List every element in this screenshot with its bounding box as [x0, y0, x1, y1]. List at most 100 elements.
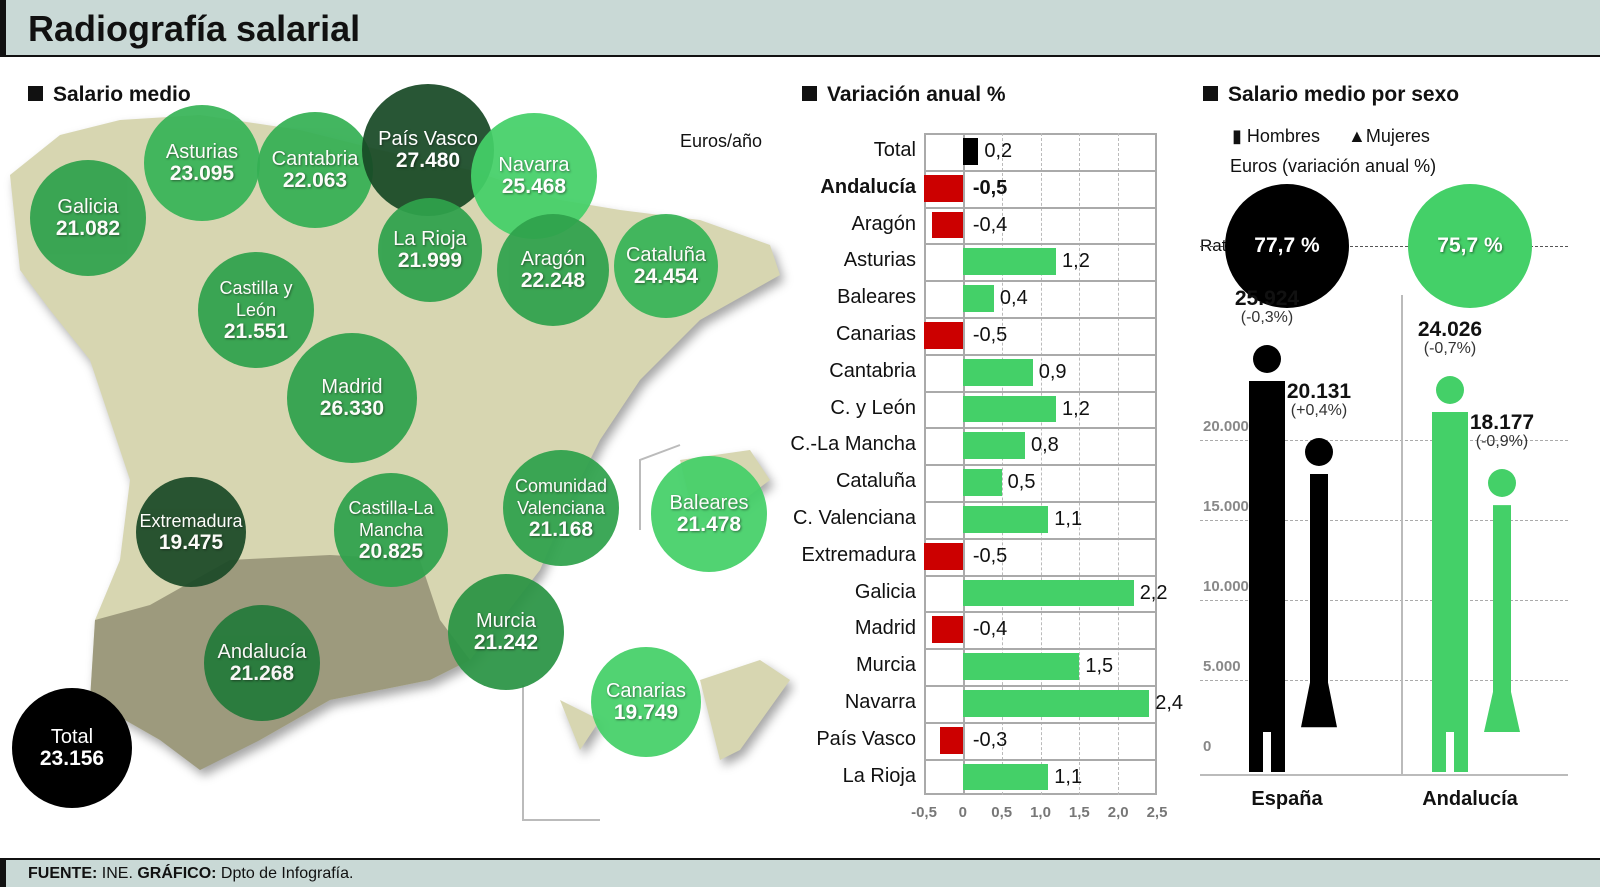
gridline — [1200, 680, 1568, 681]
bar-value-label: 0,5 — [1007, 471, 1036, 494]
figure-legs-gap — [1498, 731, 1506, 772]
canarias-shape — [560, 660, 790, 760]
region-salary: 23.156 — [39, 747, 105, 770]
region-name: Cantabria — [271, 148, 359, 170]
region-bubble: Total 23.156 — [12, 688, 132, 808]
region-salary: 20.825 — [358, 540, 424, 563]
category-label: Aragón — [851, 212, 917, 235]
header: Radiografía salarial — [0, 0, 1600, 57]
x-tick-label: -0,5 — [911, 804, 937, 821]
salary-change: (-0,9%) — [1475, 433, 1529, 451]
bar — [939, 726, 963, 754]
row-divider — [924, 353, 1157, 356]
category-label: C. y León — [830, 396, 916, 419]
row-divider — [924, 721, 1157, 724]
bar-value-label: 2,4 — [1155, 692, 1184, 714]
region-bubble: Aragón 22.248 — [497, 214, 609, 326]
row-divider — [924, 611, 1157, 614]
region-salary: 21.242 — [473, 631, 539, 654]
bar — [962, 763, 1049, 791]
bar — [931, 616, 963, 644]
salary-value: 20.131 — [1286, 379, 1352, 403]
region-salary: 21.168 — [528, 518, 594, 541]
region-name: Murcia — [475, 610, 536, 632]
region-name: La Rioja — [393, 228, 467, 250]
legend-hombres: ▮ Hombres — [1232, 126, 1320, 146]
category-label: Murcia — [855, 654, 916, 677]
category-label: Extremadura — [801, 543, 917, 566]
bar — [924, 322, 963, 349]
region-name: País Vasco — [378, 128, 478, 150]
region-salary: 27.480 — [395, 149, 461, 172]
man-icon: ▮ — [1232, 126, 1242, 146]
gridline — [1200, 600, 1568, 601]
category-label: C.-La Mancha — [790, 433, 916, 456]
bar-value-label: 1,1 — [1054, 508, 1083, 530]
bar — [962, 138, 979, 165]
x-tick-label: 1,0 — [1030, 804, 1051, 821]
page-title: Radiografía salarial — [28, 8, 361, 49]
row-divider — [924, 280, 1157, 283]
ratio-circle: 77,7 % — [1225, 184, 1349, 308]
region-bubble: Cantabria 22.063 — [257, 112, 373, 228]
region-name: Madrid — [321, 376, 383, 398]
bar — [931, 211, 963, 239]
bar-value-label: -0,4 — [972, 213, 1008, 236]
bar — [924, 174, 963, 202]
row-divider — [924, 758, 1157, 761]
gridline — [1200, 440, 1568, 441]
region-bubble: País Vasco 27.480 — [362, 84, 494, 216]
category-label: Baleares — [837, 286, 916, 309]
figure-head — [1488, 469, 1516, 498]
region-salary: 24.454 — [633, 265, 699, 288]
bar — [962, 506, 1049, 533]
bar — [962, 248, 1057, 276]
region-salary: 21.478 — [676, 513, 742, 536]
sex-section-title: Salario medio por sexo — [1203, 83, 1459, 107]
ratio-value: 77,7 % — [1254, 234, 1320, 257]
row-divider — [924, 169, 1157, 172]
figure-head — [1436, 375, 1464, 404]
bar-value-label: 1,2 — [1062, 250, 1090, 273]
region-name: Andalucía — [217, 641, 307, 663]
region-salary: 23.095 — [169, 162, 235, 185]
category-label: Navarra — [844, 691, 916, 713]
x-tick-label: 1,5 — [1068, 804, 1090, 821]
region-salary: 25.468 — [501, 175, 567, 198]
region-salary: 22.248 — [520, 269, 586, 292]
category-label: Canarias — [835, 323, 916, 345]
region-bubble: Madrid 26.330 — [287, 333, 417, 463]
region-salary: 21.551 — [223, 320, 289, 343]
category-label: España — [1251, 788, 1323, 810]
bar — [962, 358, 1033, 386]
ratio-value: 75,7 % — [1437, 234, 1503, 257]
figure-head — [1305, 437, 1333, 466]
region-name: Comunidad Valenciana — [514, 476, 608, 518]
salary-change: (+0,4%) — [1290, 401, 1348, 419]
y-tick-label: 15.000 — [1203, 498, 1249, 515]
bar-value-label: 0,4 — [999, 287, 1028, 310]
category-label: Galicia — [854, 580, 916, 603]
bar — [962, 469, 1002, 496]
bar — [962, 690, 1150, 717]
y-tick-label: 5.000 — [1203, 658, 1241, 675]
figure-legs-gap — [1446, 731, 1454, 772]
category-label: C. Valenciana — [792, 507, 916, 529]
bar-value-label: -0,3 — [972, 728, 1008, 751]
region-name: Castilla y León — [219, 278, 293, 320]
footer: FUENTE: INE. GRÁFICO: Dpto de Infografía… — [0, 858, 1600, 887]
salary-value: 18.177 — [1469, 411, 1535, 435]
row-divider — [924, 648, 1157, 651]
bar-value-label: 0,8 — [1030, 434, 1059, 457]
bar-value-label: -0,4 — [972, 618, 1008, 641]
region-name: Canarias — [605, 680, 687, 702]
category-label: País Vasco — [816, 727, 916, 750]
region-bubble: Canarias 19.749 — [591, 647, 701, 757]
region-salary: 19.749 — [613, 701, 679, 724]
category-label: Asturias — [843, 249, 916, 272]
y-tick-label: 10.000 — [1203, 578, 1249, 595]
map-section-title: Salario medio — [28, 83, 191, 107]
region-bubble: Galicia 21.082 — [30, 160, 146, 276]
region-name: Total — [50, 726, 94, 748]
region-bubble: Andalucía 21.268 — [204, 605, 320, 721]
